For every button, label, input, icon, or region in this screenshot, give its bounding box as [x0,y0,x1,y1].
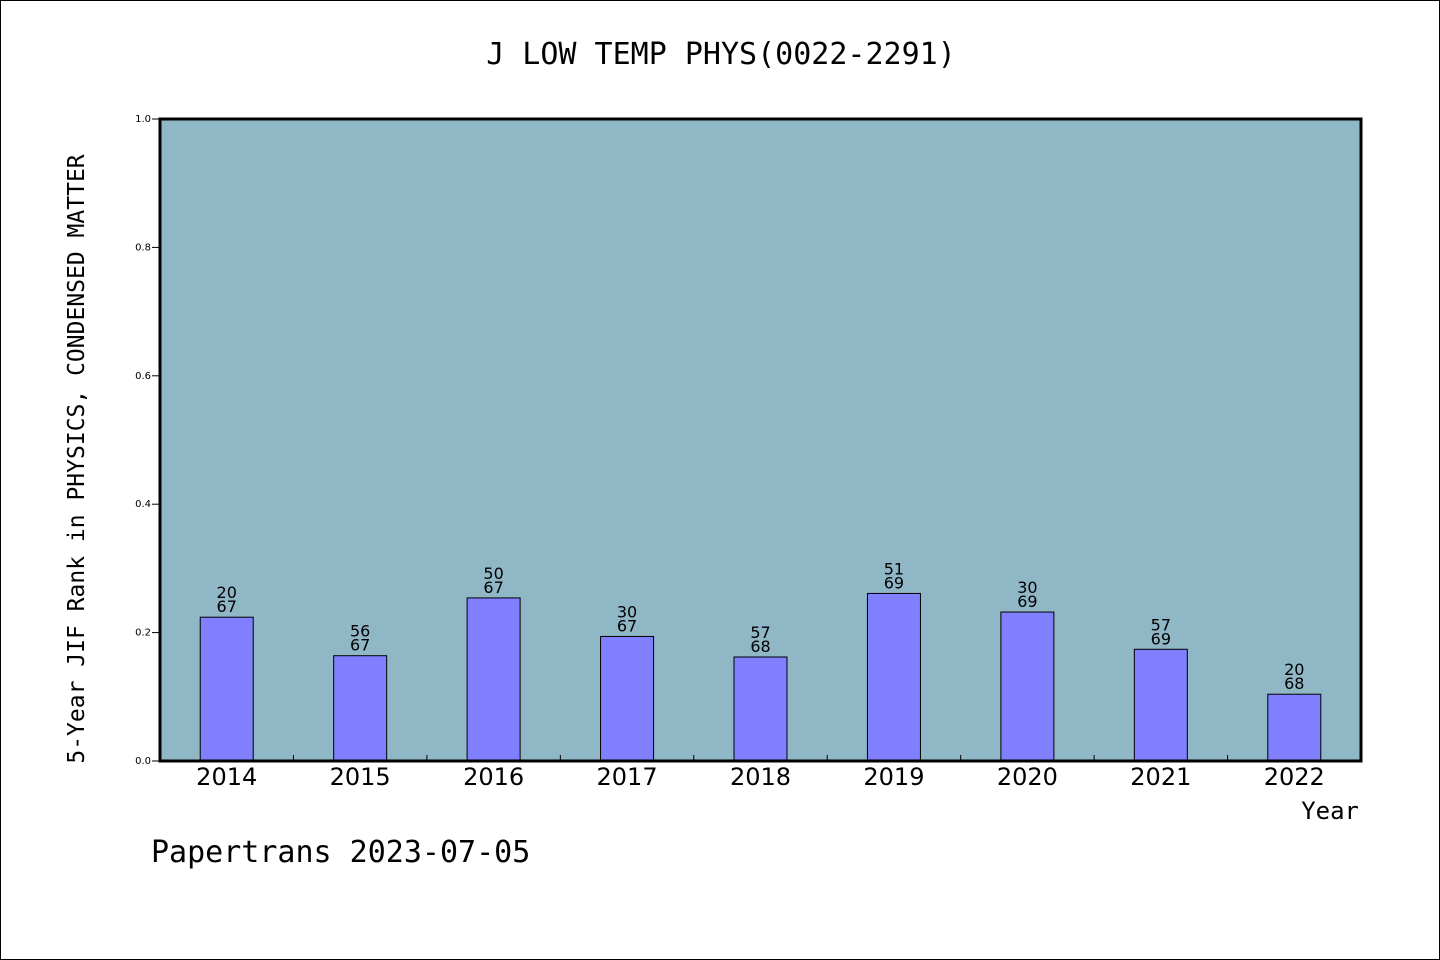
y-tick-label: 0.2 [135,628,151,639]
bar-rank-label: 56 [350,622,370,641]
x-tick-label: 2018 [730,763,791,791]
footer-credit: Papertrans 2023-07-05 [151,835,531,870]
bar-total-label: 68 [1284,674,1304,693]
bar-rank-label: 57 [750,623,770,642]
y-tick-label: 1.0 [135,114,151,125]
bar-rank-label: 30 [1017,578,1037,597]
x-tick-label: 2020 [997,763,1058,791]
x-axis-label: Year [1301,797,1359,825]
x-tick-label: 2015 [330,763,391,791]
chart-title: J LOW TEMP PHYS(0022-2291) [486,37,956,72]
bar [333,655,388,762]
x-tick-label: 2019 [863,763,924,791]
plot-border [158,117,1363,763]
y-tick-label: 0.8 [135,242,151,253]
x-tick-label: 2016 [463,763,524,791]
bar-rank-label: 50 [483,564,503,583]
bar [1000,611,1055,762]
bar [600,635,655,762]
bar [199,616,254,762]
bar [733,656,788,762]
y-tick-label: 0.4 [135,499,151,510]
bar-rank-label: 20 [217,583,237,602]
bar-rank-label: 20 [1284,660,1304,679]
bar-rank-label: 30 [617,602,637,621]
bar-total-label: 69 [1151,629,1171,648]
bar-total-label: 67 [350,636,370,655]
bar-total-label: 69 [884,573,904,592]
y-tick-label: 0.6 [135,371,151,382]
bar-total-label: 68 [750,637,770,656]
bar [1267,693,1322,762]
bar [466,597,521,762]
bar [866,592,921,762]
bar-total-label: 67 [617,616,637,635]
x-tick-label: 2021 [1130,763,1191,791]
bar-total-label: 67 [217,597,237,616]
y-tick-label: 0.0 [135,756,151,767]
bar-rank-label: 57 [1151,615,1171,634]
bar-total-label: 67 [483,578,503,597]
bar-total-label: 69 [1017,592,1037,611]
bar-rank-label: 51 [884,559,904,578]
x-tick-label: 2014 [196,763,257,791]
x-tick-label: 2022 [1264,763,1325,791]
x-tick-label: 2017 [597,763,658,791]
bar [1133,648,1188,762]
